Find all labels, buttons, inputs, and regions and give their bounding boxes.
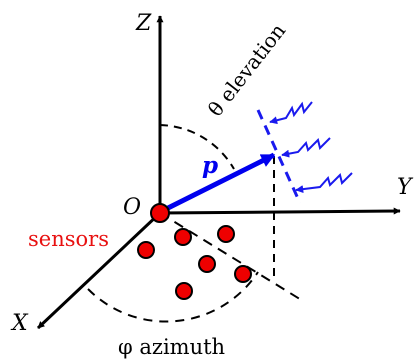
origin-label: O (123, 195, 141, 220)
incoming-wave-arrow-1 (269, 101, 313, 125)
elevation-label: θ elevation (203, 19, 290, 121)
incoming-wave-arrow-3 (295, 172, 353, 194)
sensor (217, 225, 235, 243)
projection-line (159, 212, 304, 302)
x-axis (36, 211, 162, 330)
vector-label: p (202, 152, 218, 179)
elevation-arc (159, 124, 235, 170)
sensor (137, 241, 155, 259)
origin-sensor (150, 203, 170, 223)
x-axis-label: X (10, 311, 29, 336)
sensor (174, 228, 192, 246)
incoming-wave-arrow-2 (281, 137, 331, 158)
y-axis (159, 207, 401, 215)
direction-vector-p (160, 152, 276, 214)
azimuth-arc (87, 271, 259, 323)
sensors-label: sensors (28, 227, 109, 251)
sensor (175, 282, 193, 300)
azimuth-label: φ azimuth (118, 335, 225, 359)
y-axis-label: Y (397, 175, 414, 200)
z-axis-label: Z (135, 11, 152, 36)
wavefront-line (256, 109, 302, 204)
sensor (198, 255, 216, 273)
sensor (234, 265, 252, 283)
